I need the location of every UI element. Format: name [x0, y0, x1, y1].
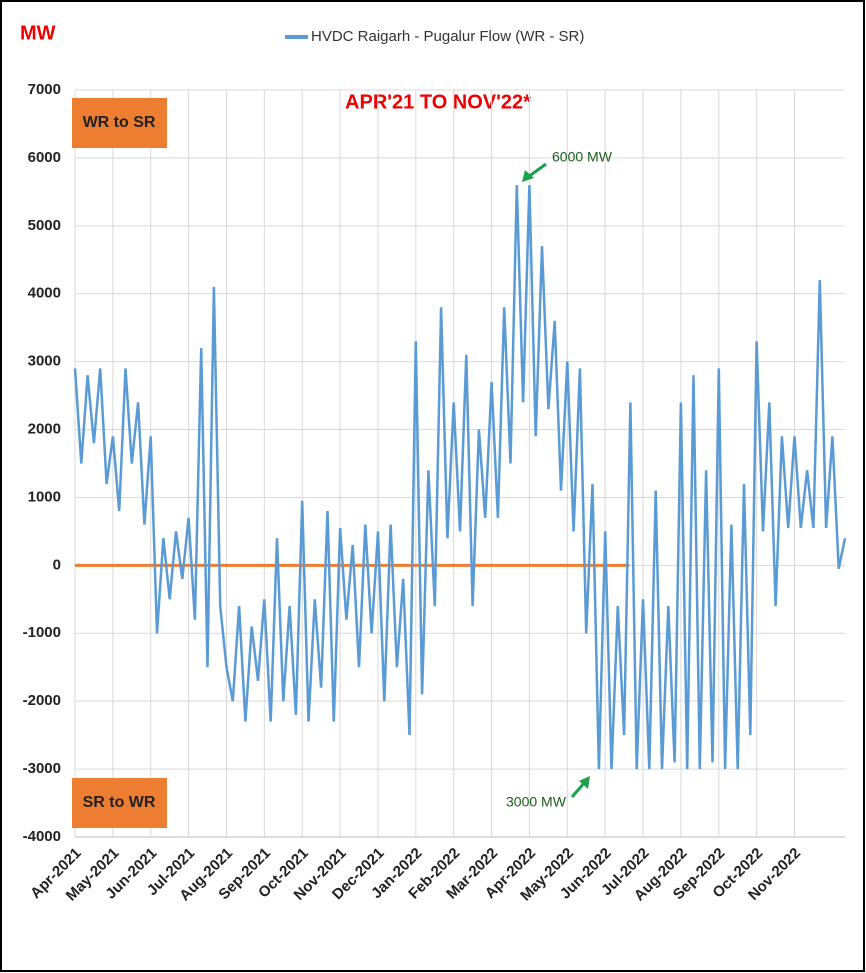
y-tick-label: 3000 [28, 353, 61, 370]
y-tick-label: 4000 [28, 285, 61, 302]
y-axis-label: MW [20, 22, 56, 44]
annotation-text: 6000 MW [552, 149, 613, 165]
annotation-box [72, 778, 167, 828]
legend: HVDC Raigarh - Pugalur Flow (WR - SR) [285, 28, 584, 45]
arrow-head [579, 776, 590, 789]
y-tick-label: -3000 [23, 760, 61, 777]
annotation-text: 3000 MW [506, 794, 567, 810]
y-tick-label: 7000 [28, 81, 61, 98]
annotation-arrow [527, 162, 547, 179]
y-tick-label: -1000 [23, 624, 61, 641]
y-tick-label: -2000 [23, 692, 61, 709]
arrow-head [522, 170, 534, 182]
y-tick-label: 6000 [28, 149, 61, 166]
y-tick-label: 5000 [28, 217, 61, 234]
y-tick-label: -4000 [23, 828, 61, 845]
subtitle: APR'21 TO NOV'22* [345, 91, 531, 113]
y-tick-label: 0 [53, 556, 61, 573]
line-series [73, 185, 847, 770]
annotation-text: SR to WR [83, 794, 156, 811]
annotation-text: WR to SR [83, 114, 156, 131]
y-tick-label: 2000 [28, 421, 61, 438]
y-tick-label: 1000 [28, 488, 61, 505]
annotation-arrow [570, 781, 587, 798]
annotation-box [72, 98, 167, 148]
legend-label: HVDC Raigarh - Pugalur Flow (WR - SR) [311, 28, 584, 45]
